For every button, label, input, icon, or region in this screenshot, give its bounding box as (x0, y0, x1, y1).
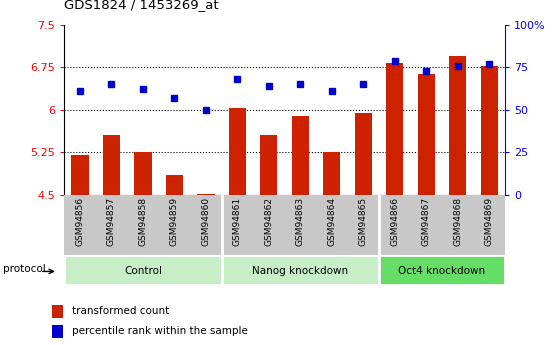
Text: GSM94865: GSM94865 (359, 197, 368, 246)
Text: GSM94868: GSM94868 (453, 197, 462, 246)
Text: GSM94857: GSM94857 (107, 197, 116, 246)
Text: GDS1824 / 1453269_at: GDS1824 / 1453269_at (64, 0, 219, 11)
Bar (71, 155, 89, 195)
Bar (449, 56, 466, 195)
Bar (386, 63, 403, 195)
Text: GSM94863: GSM94863 (296, 197, 305, 246)
Bar (197, 194, 214, 195)
Bar (166, 175, 183, 195)
Bar (379, 255, 505, 285)
Bar (229, 108, 246, 195)
Text: transformed count: transformed count (71, 306, 169, 316)
Bar (260, 135, 277, 195)
Text: GSM94858: GSM94858 (138, 197, 147, 246)
Text: GSM94861: GSM94861 (233, 197, 242, 246)
Text: Control: Control (124, 266, 162, 276)
Text: GSM94867: GSM94867 (422, 197, 431, 246)
Text: GSM94860: GSM94860 (201, 197, 210, 246)
Bar (52, 325, 63, 338)
Text: GSM94862: GSM94862 (264, 197, 273, 246)
Bar (417, 74, 435, 195)
Text: GSM94866: GSM94866 (390, 197, 400, 246)
Bar (103, 135, 120, 195)
Bar (64, 255, 222, 285)
Text: GSM94856: GSM94856 (75, 197, 84, 246)
Text: Nanog knockdown: Nanog knockdown (252, 266, 348, 276)
Bar (323, 152, 340, 195)
Text: protocol: protocol (3, 264, 46, 274)
Bar (52, 305, 63, 318)
Bar (355, 113, 372, 195)
Bar (480, 66, 498, 195)
Text: GSM94869: GSM94869 (485, 197, 494, 246)
Text: GSM94864: GSM94864 (328, 197, 336, 246)
Bar (222, 255, 379, 285)
Bar (292, 116, 309, 195)
Text: Oct4 knockdown: Oct4 knockdown (398, 266, 485, 276)
Text: GSM94859: GSM94859 (170, 197, 179, 246)
Text: percentile rank within the sample: percentile rank within the sample (71, 326, 248, 336)
Bar (134, 152, 152, 195)
